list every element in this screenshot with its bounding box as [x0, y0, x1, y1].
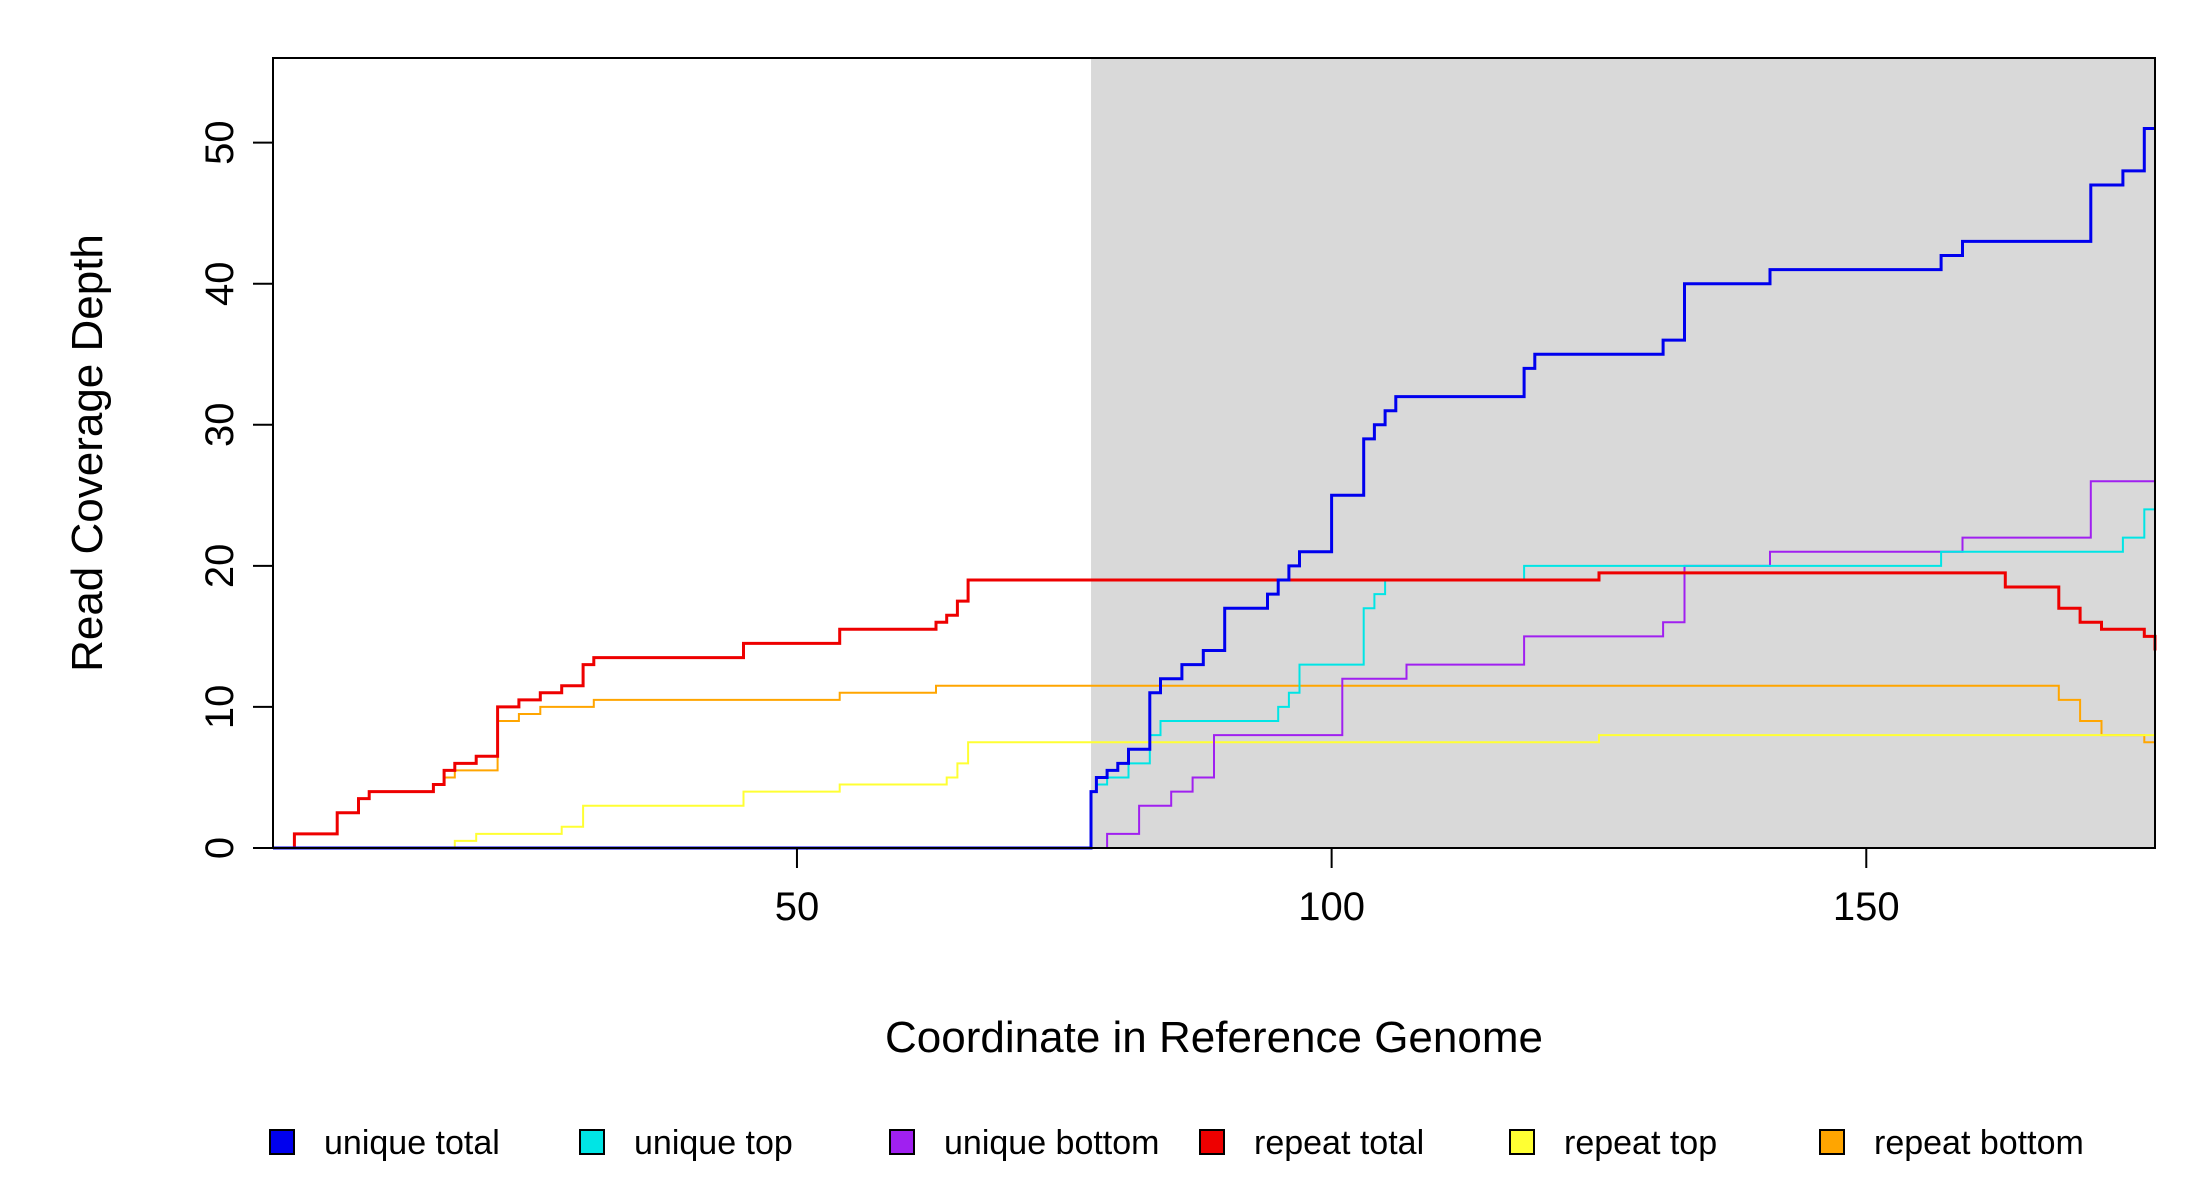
legend-label: unique top: [634, 1124, 793, 1162]
x-tick-label: 50: [775, 885, 820, 929]
legend-label: repeat top: [1564, 1124, 1717, 1162]
series-line-unique-total: [273, 127, 2155, 850]
legend-label: unique bottom: [944, 1124, 1160, 1162]
legend-swatch: [269, 1129, 295, 1155]
x-tick-label: 150: [1833, 885, 1900, 929]
x-tick-label: 100: [1298, 885, 1365, 929]
legend-swatch: [1509, 1129, 1535, 1155]
series-line-unique-bottom: [273, 480, 2155, 849]
y-axis-title: Read Coverage Depth: [63, 234, 112, 672]
series-layer: [273, 127, 2157, 850]
y-tick-label: 40: [198, 261, 242, 306]
y-tick-label: 10: [198, 685, 242, 730]
x-axis: 50 100 150: [775, 847, 1900, 929]
series-line-repeat-top: [273, 734, 2155, 849]
series-line-unique-top: [273, 508, 2155, 849]
x-axis-title: Coordinate in Reference Genome: [885, 1013, 1543, 1062]
legend-swatch: [1819, 1129, 1845, 1155]
shaded-region-layer: [1091, 58, 2155, 848]
legend-swatch: [889, 1129, 915, 1155]
legend-label: unique total: [324, 1124, 500, 1162]
y-tick-label: 30: [198, 403, 242, 448]
legend-label: repeat total: [1254, 1124, 1424, 1162]
legend-label: repeat bottom: [1874, 1124, 2084, 1162]
y-axis: 0 10 20 30 40 50: [198, 120, 274, 859]
legend: unique total unique top unique bottom repea…: [269, 1124, 2084, 1162]
y-tick-label: 0: [198, 837, 242, 859]
y-tick-label: 20: [198, 544, 242, 589]
series-line-repeat-total: [273, 571, 2157, 850]
shaded-region: [1091, 58, 2155, 848]
legend-swatch: [1199, 1129, 1225, 1155]
legend-swatch: [579, 1129, 605, 1155]
y-tick-label: 50: [198, 120, 242, 165]
